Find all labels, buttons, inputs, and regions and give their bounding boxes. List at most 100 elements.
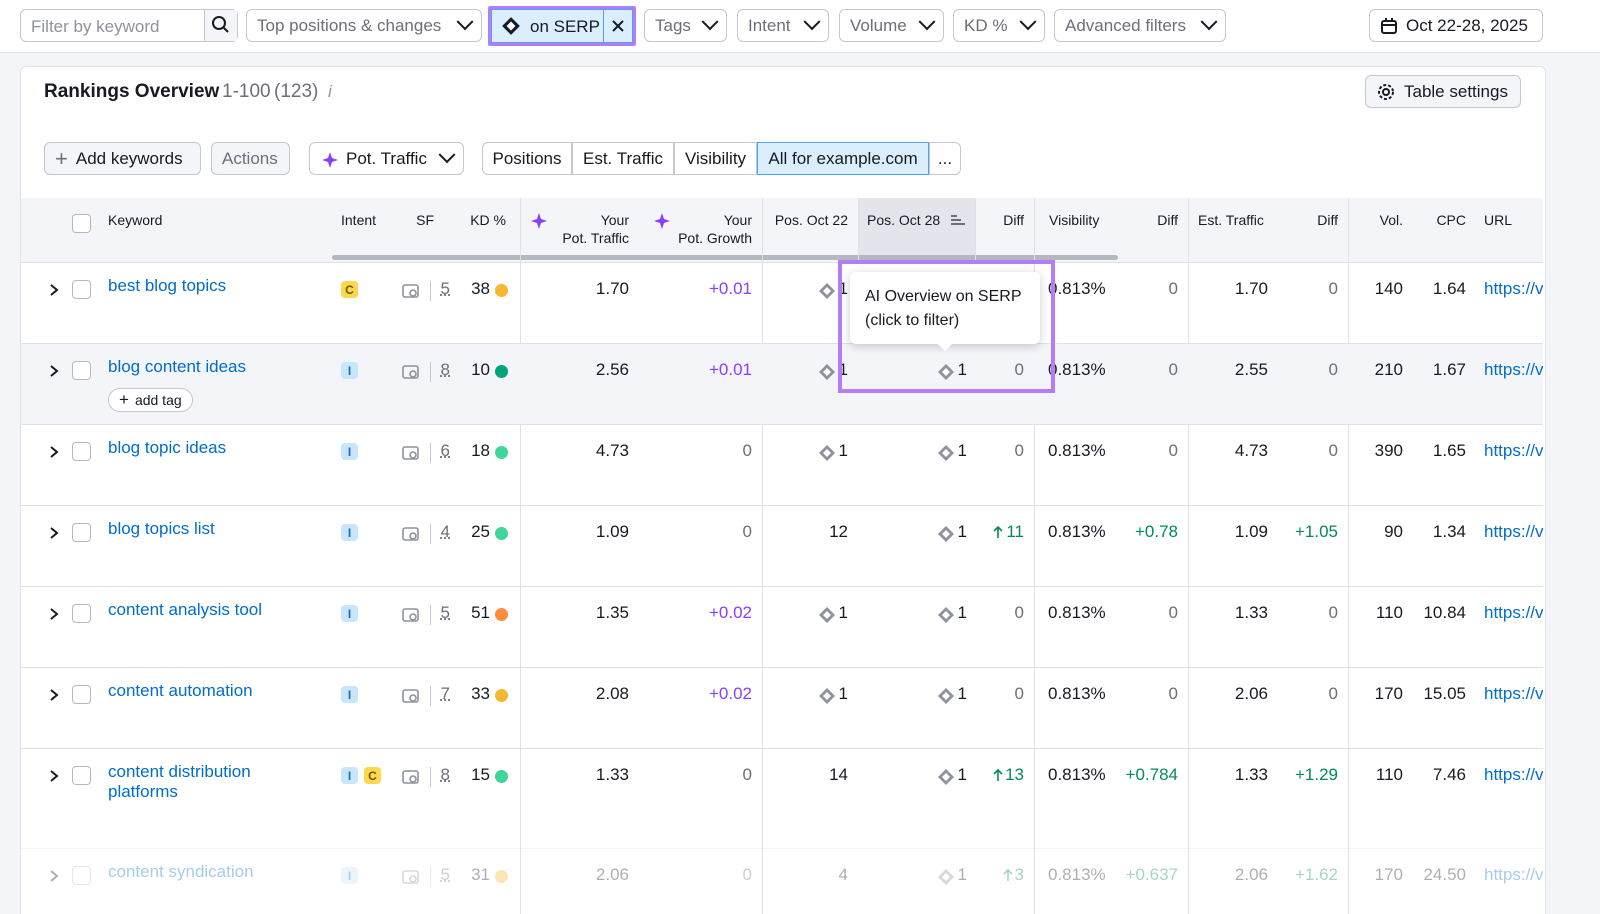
tab[interactable]: Visibility: [674, 142, 757, 175]
dropdown-label: KD %: [964, 16, 1007, 36]
kd-value: 31: [471, 865, 490, 885]
pot-growth: +0.02: [709, 684, 752, 704]
column-header[interactable]: Pos. Oct 28: [867, 212, 940, 228]
url-link[interactable]: https://v: [1484, 865, 1543, 885]
column-header[interactable]: Diff: [1003, 212, 1024, 228]
column-header[interactable]: Visibility: [1049, 212, 1099, 228]
column-header[interactable]: Keyword: [108, 212, 162, 228]
keyword-link[interactable]: content analysis tool: [108, 600, 278, 620]
intent-badge: I: [341, 524, 358, 541]
expand-row[interactable]: [48, 607, 60, 626]
row-checkbox[interactable]: [72, 766, 91, 785]
column-header[interactable]: Diff: [1317, 212, 1338, 228]
pos-oct28: 1: [958, 684, 967, 704]
traffic-diff: +1.29: [1295, 765, 1338, 785]
pot-traffic-dropdown[interactable]: Pot. Traffic: [309, 142, 464, 175]
cpc: 15.05: [1423, 684, 1466, 704]
column-header[interactable]: Vol.: [1380, 212, 1403, 228]
count: (123): [274, 81, 318, 103]
search-button[interactable]: [204, 10, 237, 41]
column-header[interactable]: SF: [416, 212, 434, 228]
column-header[interactable]: URL: [1484, 212, 1512, 228]
add-keywords-button[interactable]: +Add keywords: [44, 142, 201, 175]
chip-remove[interactable]: [603, 10, 632, 42]
url-link[interactable]: https://v: [1484, 279, 1543, 299]
row-checkbox[interactable]: [72, 523, 91, 542]
pot-traffic: 2.06: [596, 865, 629, 885]
ai-overview-icon: [937, 444, 955, 467]
intent-badge: C: [364, 767, 381, 784]
row-checkbox[interactable]: [72, 685, 91, 704]
keyword-link[interactable]: content distribution platforms: [108, 762, 278, 802]
column-header[interactable]: Diff: [1157, 212, 1178, 228]
actions-button[interactable]: Actions: [211, 142, 290, 175]
column-header[interactable]: Pos. Oct 22: [775, 212, 848, 228]
expand-row[interactable]: [48, 769, 60, 788]
up-arrow: [1003, 868, 1013, 887]
url-link[interactable]: https://v: [1484, 684, 1543, 704]
row-checkbox[interactable]: [72, 361, 91, 380]
expand-row[interactable]: [48, 869, 60, 888]
serp-filter-chip[interactable]: on SERP: [491, 9, 633, 43]
expand-row[interactable]: [48, 526, 60, 545]
pot-traffic: 4.73: [596, 441, 629, 461]
keyword-link[interactable]: content syndication: [108, 862, 278, 882]
row-checkbox[interactable]: [72, 604, 91, 623]
column-header[interactable]: KD %: [470, 212, 506, 228]
divider: [430, 767, 431, 787]
select-all-checkbox[interactable]: [72, 214, 91, 233]
title: Rankings Overview: [44, 81, 219, 103]
info-icon[interactable]: i: [328, 82, 332, 102]
tab-label: Visibility: [685, 149, 746, 169]
dropdown[interactable]: Top positions & changes: [246, 9, 482, 42]
expand-row[interactable]: [48, 445, 60, 464]
ai-overview-icon: [937, 606, 955, 629]
add-tag-button[interactable]: +add tag: [108, 388, 193, 412]
date-picker[interactable]: Oct 22-28, 2025: [1369, 9, 1543, 42]
kd-dot: [495, 608, 508, 621]
dropdown[interactable]: Advanced filters: [1054, 9, 1226, 42]
keyword-link[interactable]: blog topics list: [108, 519, 278, 539]
expand-row[interactable]: [48, 688, 60, 707]
dropdown[interactable]: Tags: [644, 9, 727, 42]
url-link[interactable]: https://v: [1484, 441, 1543, 461]
divider: [430, 867, 431, 887]
table-row: content analysis toolI5511.35+0.021100.8…: [21, 586, 1543, 668]
row-checkbox[interactable]: [72, 280, 91, 299]
column-header[interactable]: CPC: [1436, 212, 1466, 228]
diff: 13: [1005, 765, 1024, 785]
button-label: Actions: [222, 149, 278, 169]
url-link[interactable]: https://v: [1484, 360, 1543, 380]
row-checkbox[interactable]: [72, 866, 91, 885]
divider: [430, 443, 431, 463]
row-checkbox[interactable]: [72, 442, 91, 461]
ai-icon: [501, 16, 521, 41]
tab[interactable]: Est. Traffic: [572, 142, 674, 175]
dropdown[interactable]: KD %: [953, 9, 1045, 42]
table-settings-button[interactable]: Table settings: [1365, 75, 1521, 108]
volume: 170: [1375, 684, 1403, 704]
dropdown[interactable]: Intent: [737, 9, 829, 42]
visibility-diff: 0: [1169, 684, 1178, 704]
keyword-link[interactable]: content automation: [108, 681, 278, 701]
column-header[interactable]: Est. Traffic: [1198, 212, 1264, 228]
dropdown[interactable]: Volume: [839, 9, 944, 42]
tab[interactable]: ...: [929, 142, 961, 175]
url-link[interactable]: https://v: [1484, 603, 1543, 623]
divider: [430, 524, 431, 544]
url-link[interactable]: https://v: [1484, 522, 1543, 542]
expand-row[interactable]: [48, 283, 60, 302]
tab[interactable]: Positions: [482, 142, 572, 175]
search-input[interactable]: Filter by keyword: [20, 9, 238, 42]
url-link[interactable]: https://v: [1484, 765, 1543, 785]
expand-row[interactable]: [48, 364, 60, 383]
traffic-diff: 0: [1329, 360, 1338, 380]
column-header[interactable]: Intent: [341, 212, 376, 228]
keyword-link[interactable]: blog topic ideas: [108, 438, 278, 458]
column-header: Your: [601, 212, 629, 228]
keyword-link[interactable]: blog content ideas: [108, 357, 278, 377]
keyword-link[interactable]: best blog topics: [108, 276, 278, 296]
tab[interactable]: All for example.com: [757, 142, 929, 175]
kd-dot: [495, 527, 508, 540]
